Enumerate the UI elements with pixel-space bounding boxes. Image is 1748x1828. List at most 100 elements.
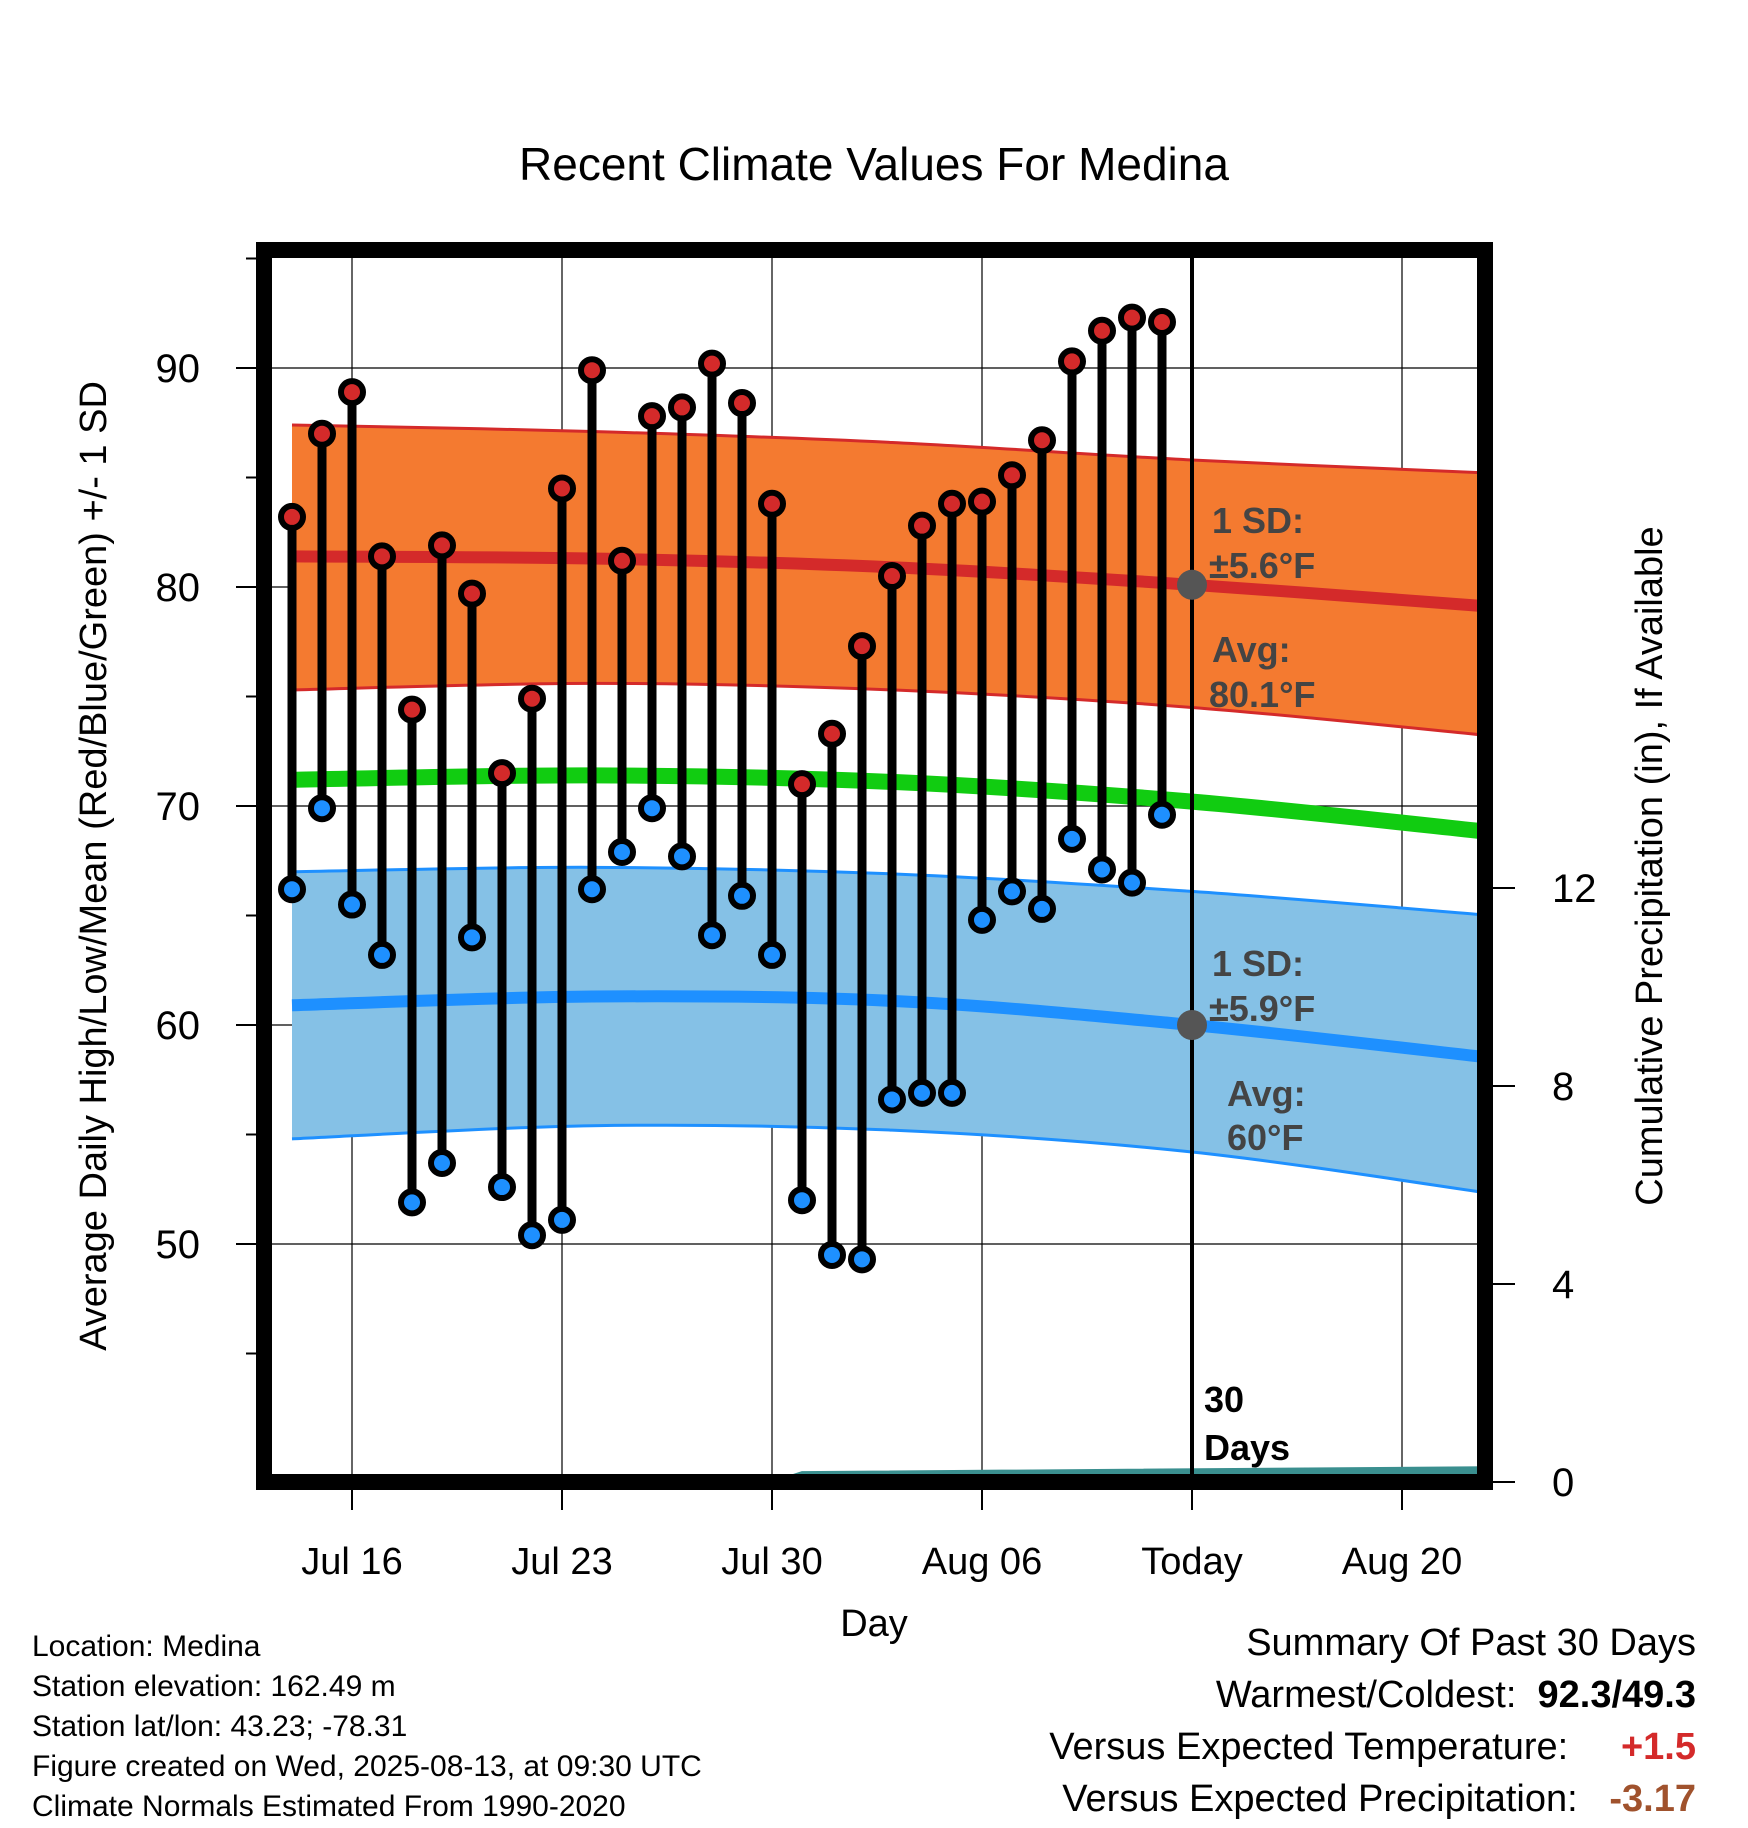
high-temp-point bbox=[1088, 316, 1116, 345]
low-temp-point bbox=[638, 794, 666, 823]
high-temp-point bbox=[308, 419, 336, 448]
high-temp-point bbox=[728, 389, 756, 418]
high-temp-point bbox=[788, 770, 816, 799]
precip-label: Versus Expected Precipitation: bbox=[1062, 1778, 1578, 1820]
y-tick-label: 70 bbox=[156, 785, 201, 829]
high-temp-point bbox=[368, 542, 396, 571]
low-temp-point bbox=[548, 1205, 576, 1234]
high-temp-point bbox=[668, 393, 696, 422]
low-temp-point bbox=[1148, 800, 1176, 829]
x-tick-label: Today bbox=[1141, 1541, 1242, 1583]
x-tick-label: Jul 30 bbox=[721, 1541, 822, 1583]
high-temp-point bbox=[758, 489, 786, 518]
y2-axis-label: Cumulative Precipitation (in), If Availa… bbox=[1629, 526, 1671, 1205]
summary-precipitation: Versus Expected Precipitation: -3.17 bbox=[1062, 1778, 1696, 1821]
low-temp-point bbox=[1088, 855, 1116, 884]
plot-frame bbox=[256, 242, 1493, 1490]
days-label-text: Days bbox=[1204, 1427, 1290, 1468]
high-temp-point bbox=[908, 511, 936, 540]
low-temp-point bbox=[848, 1245, 876, 1274]
low-sd-value: ±5.9°F bbox=[1209, 988, 1315, 1029]
low-temp-point bbox=[1118, 868, 1146, 897]
days-label-number: 30 bbox=[1204, 1379, 1244, 1420]
low-temp-point bbox=[788, 1186, 816, 1215]
high-temp-point bbox=[608, 546, 636, 575]
high-sd-value: ±5.6°F bbox=[1209, 545, 1315, 586]
high-temp-point bbox=[1058, 347, 1086, 376]
y-axis-label: Average Daily High/Low/Mean (Red/Blue/Gr… bbox=[73, 381, 115, 1351]
low-temp-point bbox=[278, 875, 306, 904]
low-temp-point bbox=[308, 794, 336, 823]
high-temp-point bbox=[938, 489, 966, 518]
high-temp-point bbox=[998, 461, 1026, 490]
y-tick-label: 60 bbox=[156, 1004, 201, 1048]
high-temp-point bbox=[488, 759, 516, 788]
x-axis-label: Day bbox=[840, 1603, 908, 1645]
low-temp-point bbox=[698, 921, 726, 950]
latlon-text: Station lat/lon: 43.23; -78.31 bbox=[32, 1710, 408, 1743]
precip-value: -3.17 bbox=[1609, 1778, 1696, 1820]
high-temp-point bbox=[428, 531, 456, 560]
high-temp-point bbox=[338, 378, 366, 407]
low-temp-point bbox=[368, 940, 396, 969]
low-temp-point bbox=[878, 1085, 906, 1114]
warm-cold-value: 92.3/49.3 bbox=[1537, 1674, 1696, 1716]
low-temp-point bbox=[488, 1173, 516, 1202]
high-temp-point bbox=[638, 402, 666, 431]
x-tick-label: Jul 16 bbox=[301, 1541, 402, 1583]
low-temp-point bbox=[428, 1148, 456, 1177]
high-temp-point bbox=[698, 349, 726, 378]
today-normal-marker bbox=[1177, 1010, 1207, 1040]
high-temp-point bbox=[1118, 303, 1146, 332]
high-avg-value: 80.1°F bbox=[1209, 674, 1315, 715]
low-temp-point bbox=[818, 1240, 846, 1269]
high-temp-point bbox=[458, 579, 486, 608]
summary-warm-cold: Warmest/Coldest: 92.3/49.3 bbox=[1216, 1674, 1696, 1717]
high-temp-point bbox=[398, 695, 426, 724]
high-temp-point bbox=[578, 356, 606, 385]
warm-cold-label: Warmest/Coldest: bbox=[1215, 1674, 1517, 1716]
low-avg-label: Avg: bbox=[1227, 1073, 1306, 1114]
y-tick-label: 80 bbox=[156, 566, 201, 610]
location-text: Location: Medina bbox=[32, 1630, 261, 1663]
y2-tick-label: 4 bbox=[1552, 1263, 1574, 1307]
low-temp-point bbox=[908, 1078, 936, 1107]
summary-title: Summary Of Past 30 Days bbox=[1246, 1622, 1696, 1664]
high-temp-point bbox=[968, 487, 996, 516]
low-temp-point bbox=[1028, 894, 1056, 923]
x-tick-label: Jul 23 bbox=[511, 1541, 612, 1583]
elevation-text: Station elevation: 162.49 m bbox=[32, 1670, 396, 1703]
low-sd-band-lower-edge bbox=[291, 1123, 1485, 1195]
high-temp-point bbox=[548, 474, 576, 503]
low-temp-point bbox=[578, 875, 606, 904]
created-text: Figure created on Wed, 2025-08-13, at 09… bbox=[32, 1750, 702, 1783]
low-temp-point bbox=[458, 923, 486, 952]
low-sd-label: 1 SD: bbox=[1212, 943, 1304, 984]
low-temp-point bbox=[968, 905, 996, 934]
high-sd-band-upper-edge bbox=[291, 423, 1485, 475]
low-temp-point bbox=[728, 881, 756, 910]
y2-tick-label: 12 bbox=[1552, 867, 1597, 911]
high-temp-point bbox=[1028, 426, 1056, 455]
high-avg-label: Avg: bbox=[1212, 629, 1291, 670]
low-temp-point bbox=[758, 940, 786, 969]
high-temp-point bbox=[518, 684, 546, 713]
today-normal-marker bbox=[1177, 569, 1207, 600]
high-temp-point bbox=[848, 632, 876, 661]
low-temp-point bbox=[398, 1188, 426, 1217]
high-temp-point bbox=[1148, 308, 1176, 337]
y2-tick-label: 8 bbox=[1552, 1065, 1574, 1109]
low-temp-point bbox=[668, 842, 696, 871]
high-temp-point bbox=[878, 562, 906, 591]
chart-title: Recent Climate Values For Medina bbox=[519, 138, 1229, 190]
y-tick-label: 90 bbox=[156, 347, 201, 391]
x-tick-label: Aug 06 bbox=[922, 1541, 1042, 1583]
low-temp-point bbox=[998, 877, 1026, 906]
y2-tick-label: 0 bbox=[1552, 1461, 1574, 1505]
low-temp-point bbox=[338, 890, 366, 919]
high-temp-point bbox=[818, 719, 846, 748]
low-temp-point bbox=[1058, 824, 1086, 853]
high-temp-point bbox=[278, 502, 306, 531]
